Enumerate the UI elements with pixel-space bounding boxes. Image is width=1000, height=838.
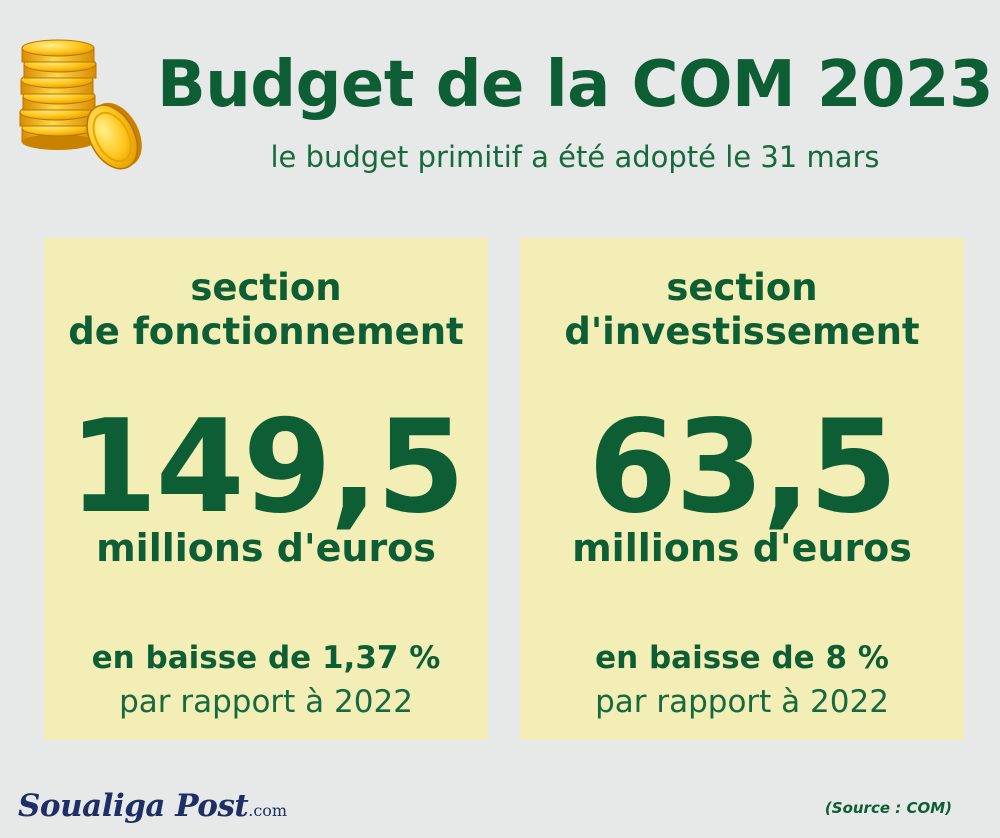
card-change: en baisse de 8 % [595, 640, 889, 676]
logo-text: Soualiga Post [18, 788, 249, 824]
logo-domain: .com [248, 801, 288, 820]
card-comparison: par rapport à 2022 [119, 684, 413, 720]
card-heading-line2: d'investissement [564, 310, 920, 353]
card-fonctionnement: section de fonctionnement 149,5 millions… [44, 238, 488, 740]
page-title: Budget de la COM 2023 [156, 48, 994, 122]
card-heading-line1: section [190, 266, 342, 309]
card-amount: 63,5 [588, 393, 898, 542]
card-unit: millions d'euros [96, 526, 436, 570]
card-change: en baisse de 1,37 % [91, 640, 441, 676]
card-heading-line2: de fonctionnement [68, 310, 464, 353]
card-amount: 149,5 [68, 393, 466, 542]
card-unit: millions d'euros [572, 526, 912, 570]
source-note: (Source : COM) [824, 799, 952, 817]
card-investissement: section d'investissement 63,5 millions d… [520, 238, 964, 740]
card-comparison: par rapport à 2022 [595, 684, 889, 720]
card-heading: section de fonctionnement [44, 266, 488, 354]
card-heading-line1: section [666, 266, 818, 309]
card-heading: section d'investissement [520, 266, 964, 354]
soualiga-post-logo: Soualiga Post.com [18, 788, 287, 824]
page-subtitle: le budget primitif a été adopté le 31 ma… [270, 140, 880, 174]
gold-coins-icon [19, 39, 142, 170]
